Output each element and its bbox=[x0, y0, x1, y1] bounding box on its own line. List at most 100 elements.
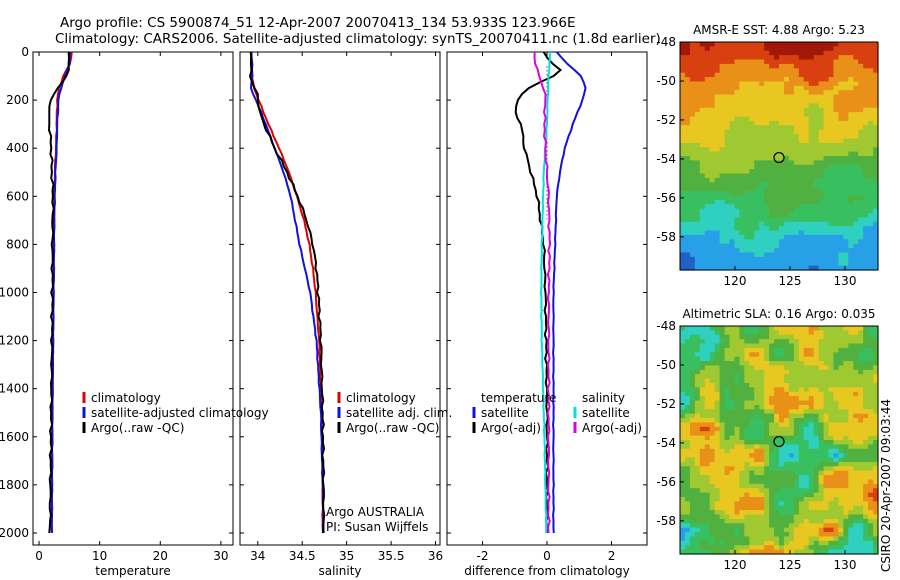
sla_map-cell bbox=[734, 505, 740, 511]
sst_map-cell bbox=[848, 68, 854, 74]
sla_map-cell bbox=[863, 448, 869, 454]
sst_map-cell bbox=[848, 99, 854, 104]
sla_map-cell bbox=[754, 518, 760, 524]
sla_map-cell bbox=[734, 365, 740, 371]
sla_map-cell bbox=[779, 457, 785, 463]
sla_map-cell bbox=[704, 510, 711, 516]
sla_map-cell bbox=[724, 483, 731, 489]
sla_map-cell bbox=[684, 510, 691, 516]
sla_map-cell bbox=[724, 409, 731, 415]
sla_map-cell bbox=[873, 479, 879, 485]
sst_map-cell bbox=[694, 107, 701, 113]
sst_map-cell bbox=[818, 85, 825, 91]
sla_map-cell bbox=[779, 418, 785, 424]
sst_map-cell bbox=[868, 59, 874, 65]
sst_map-cell bbox=[689, 99, 696, 104]
sla_map-cell bbox=[868, 422, 874, 428]
sst_map-cell bbox=[764, 94, 770, 100]
sla_map-cell bbox=[818, 343, 825, 349]
sst_map-cell bbox=[818, 107, 825, 113]
sst_map-cell bbox=[709, 239, 716, 245]
sst_map-cell bbox=[823, 230, 830, 236]
sst_map-cell bbox=[833, 142, 839, 148]
sla_map-cell bbox=[759, 422, 765, 428]
sst_map-cell bbox=[714, 103, 721, 109]
sla_map-cell bbox=[689, 479, 696, 485]
sst_map-cell bbox=[734, 208, 740, 214]
sst_map-cell bbox=[808, 261, 815, 267]
sla_map-cell bbox=[719, 457, 726, 463]
sla_map-cell bbox=[853, 378, 859, 384]
sla_map-cell bbox=[719, 418, 726, 424]
sst_map-cell bbox=[858, 59, 864, 65]
sst_map-cell bbox=[848, 164, 854, 170]
sst_map-cell bbox=[704, 243, 711, 249]
sla_map-cell bbox=[808, 444, 815, 450]
sst_map-cell bbox=[719, 261, 726, 267]
sst_map-cell bbox=[833, 213, 839, 218]
sst_map-cell bbox=[798, 199, 805, 205]
sst_map-cell bbox=[714, 226, 721, 232]
sst_map-cell bbox=[774, 164, 780, 170]
sst_map-cell bbox=[769, 239, 775, 245]
sst_map-cell bbox=[764, 191, 770, 197]
sla_map-cell bbox=[759, 404, 765, 410]
sla_map-cell bbox=[764, 505, 770, 511]
sla_map-cell bbox=[793, 361, 800, 367]
sla_map-cell bbox=[769, 431, 775, 437]
sst_map-cell bbox=[694, 199, 701, 205]
sst_map-cell bbox=[704, 90, 711, 96]
sla_map-cell bbox=[769, 448, 775, 454]
sst_map-cell bbox=[729, 191, 736, 197]
sst_map-cell bbox=[729, 134, 736, 140]
sst_map-cell bbox=[853, 239, 859, 245]
sla_map-cell bbox=[704, 492, 711, 498]
sla_map-cell bbox=[803, 479, 810, 485]
sla_map-cell bbox=[803, 497, 810, 502]
sst_map-cell bbox=[823, 129, 830, 135]
sst_map-cell bbox=[714, 129, 721, 135]
sla_map-ytick-label: -58 bbox=[656, 514, 676, 528]
sst_map-cell bbox=[734, 138, 740, 144]
sla_map-cell bbox=[689, 352, 696, 358]
sla_map-cell bbox=[769, 339, 775, 345]
sst_map-cell bbox=[843, 85, 849, 91]
sla_map-cell bbox=[739, 361, 745, 367]
sst_map-cell bbox=[803, 217, 810, 223]
sla_map-cell bbox=[848, 426, 854, 432]
sst_map-cell bbox=[798, 204, 805, 210]
sla_map-cell bbox=[709, 400, 716, 406]
sla_map-cell bbox=[759, 409, 765, 415]
sst_map-cell bbox=[749, 134, 755, 140]
sla_map-cell bbox=[793, 400, 800, 406]
sst_map-cell bbox=[689, 107, 696, 113]
sst_map-cell bbox=[813, 265, 820, 271]
sst_map-cell bbox=[868, 99, 874, 104]
sst_map-cell bbox=[749, 85, 755, 91]
sla_map-cell bbox=[863, 518, 869, 524]
sla_map-cell bbox=[734, 466, 740, 472]
sla_map-cell bbox=[828, 448, 835, 454]
sst_map-cell bbox=[749, 138, 755, 144]
sst_map-cell bbox=[719, 164, 726, 170]
sst_map-cell bbox=[848, 125, 854, 131]
sst_map-cell bbox=[813, 164, 820, 170]
sst_map-xtick-label: 130 bbox=[834, 274, 857, 288]
sla_map-cell bbox=[838, 532, 844, 538]
sst_map-cell bbox=[694, 46, 701, 52]
sla_map-cell bbox=[818, 440, 825, 445]
sla_map-cell bbox=[689, 347, 696, 353]
sst_map-cell bbox=[779, 99, 785, 104]
sla_map-cell bbox=[853, 492, 859, 498]
sst_map-cell bbox=[843, 59, 849, 65]
sla_map-cell bbox=[704, 497, 711, 502]
difference-legend-temperature-header: temperature bbox=[481, 391, 556, 405]
sla_map-cell bbox=[793, 347, 800, 353]
sst_map-cell bbox=[764, 156, 770, 161]
sla_map-cell bbox=[704, 378, 711, 384]
sst_map-cell bbox=[863, 151, 869, 157]
sla_map-cell bbox=[808, 461, 815, 467]
sla_map-cell bbox=[744, 501, 750, 507]
sst_map-cell bbox=[739, 261, 745, 267]
sla_map-cell bbox=[848, 404, 854, 410]
